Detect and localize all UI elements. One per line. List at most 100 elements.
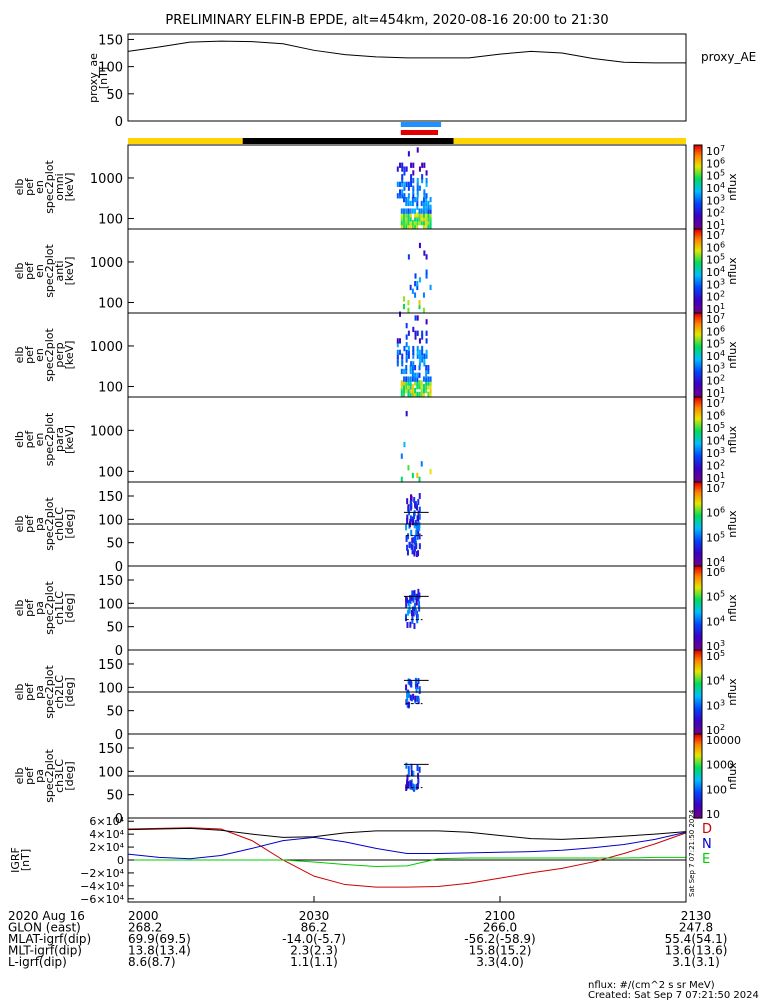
flux-pixel [417, 550, 420, 557]
flux-pixel [429, 204, 432, 210]
energy-colorbar-segment [694, 352, 702, 355]
pitch-angle-colorbar-segment [694, 524, 702, 526]
energy-colorbar-segment [694, 289, 702, 292]
pitch-angle-colorbar-segment [694, 605, 702, 608]
flux-pixel [407, 200, 410, 207]
flux-pixel [422, 208, 425, 214]
pitch-angle-colorbar-segment [694, 619, 702, 622]
pitch-angle-colorbar-segment [694, 815, 702, 818]
flux-pixel [416, 189, 419, 195]
flux-pixel [423, 189, 426, 195]
flux-pixel [400, 212, 403, 218]
flux-pixel [418, 476, 421, 482]
energy-colorbar-segment [694, 457, 702, 460]
flux-pixel [414, 330, 417, 336]
energy-colorbar-segment [694, 271, 702, 273]
pitch-angle-colorbar-segment [694, 722, 702, 725]
flux-pixel [405, 223, 408, 229]
energy-colorbar-segment [694, 328, 702, 331]
flux-pixel [418, 543, 421, 550]
energy-colorbar-segment [694, 191, 702, 194]
energy-colorbar-segment [694, 174, 702, 177]
flux-pixel [429, 219, 432, 226]
pitch-angle-colorbar-segment [694, 623, 702, 626]
pitch-angle-colorbar-segment [694, 773, 702, 776]
flux-pixel [416, 380, 419, 386]
pitch-angle-colorbar-segment [694, 658, 702, 661]
energy-colorbar-segment [694, 366, 702, 369]
pitch-angle-colorbar-label-group: nflux [726, 762, 739, 790]
energy-colorbar-segment [694, 405, 702, 408]
energy-colorbar-segment [694, 412, 702, 415]
flux-pixel [416, 315, 419, 321]
pitch-angle-colorbar-segment [694, 493, 702, 496]
flux-pixel [415, 525, 418, 532]
energy-colorbar-segment [694, 360, 702, 363]
flux-pixel [410, 609, 413, 616]
pitch-angle-colorbar-segment [694, 560, 702, 563]
flux-pixel [416, 472, 419, 479]
pitch-angle-colorbar-segment [694, 603, 702, 606]
pitch-angle-colorbar-segment [694, 613, 702, 616]
flux-pixel [396, 193, 399, 199]
energy-colorbar-segment [694, 334, 702, 336]
energy-colorbar-label-group: nflux [726, 425, 739, 453]
pitch-angle-colorbar-segment [694, 573, 702, 575]
flux-pixel [423, 162, 426, 168]
pitch-angle-colorbar-segment [694, 491, 702, 494]
pitch-angle-colorbar-segment [694, 652, 702, 655]
energy-colorbar-segment [694, 415, 702, 418]
x-axis-row-label: L-igrf(dip) [8, 955, 67, 969]
flux-pixel [414, 334, 417, 340]
energy-colorbar-segment [694, 371, 702, 374]
pitch-angle-ylabel-line: [deg] [63, 593, 76, 622]
flux-pixel [411, 537, 414, 544]
flux-pixel [411, 208, 414, 214]
energy-colorbar-tick: 103 [706, 361, 725, 375]
energy-colorbar-segment [694, 237, 702, 240]
x-axis-value: 8.6(8.7) [128, 955, 176, 969]
energy-ylabel-line: en [33, 180, 46, 194]
flux-pixel [418, 605, 421, 612]
pitch-angle-colorbar-segment [694, 776, 702, 778]
flux-pixel [429, 212, 432, 218]
flux-pixel [414, 380, 417, 386]
flux-pixel [414, 387, 417, 394]
pitch-angle-colorbar-segment [694, 743, 702, 746]
pitch-angle-colorbar-segment [694, 545, 702, 547]
flux-pixel [420, 380, 423, 386]
energy-colorbar-segment [694, 370, 702, 373]
flux-pixel [407, 691, 410, 698]
energy-tick-label: 100 [98, 296, 123, 311]
flux-pixel [411, 368, 414, 375]
flux-pixel [414, 223, 417, 229]
pitch-angle-colorbar-segment [694, 697, 702, 700]
pitch-angle-colorbar-segment [694, 584, 702, 587]
energy-colorbar-tick: 107 [706, 144, 725, 158]
flux-pixel [416, 147, 419, 153]
pitch-angle-colorbar-tick: 10000 [706, 734, 741, 747]
pitch-angle-colorbar-segment [694, 609, 702, 612]
flux-pixel [420, 216, 423, 222]
energy-tick-label: 1000 [90, 424, 123, 439]
flux-pixel [414, 502, 417, 509]
pitch-angle-colorbar-segment [694, 510, 702, 512]
flux-pixel [418, 766, 421, 773]
flux-pixel [403, 441, 406, 448]
energy-colorbar-segment [694, 220, 702, 223]
igrf-legend-E: E [702, 852, 710, 867]
energy-colorbar-segment [694, 202, 702, 205]
flux-pixel [417, 588, 420, 595]
flux-pixel [405, 216, 408, 222]
pitch-angle-colorbar-tick: 105 [706, 649, 725, 663]
flux-pixel [409, 223, 412, 229]
pitch-angle-colorbar-segment [694, 717, 702, 720]
energy-spectrogram-frame [127, 396, 687, 483]
pitch-angle-colorbar-segment [694, 759, 702, 762]
pitch-angle-colorbar-segment [694, 599, 702, 602]
pitch-angle-ylabel-line: ch2LC [53, 675, 66, 709]
pitch-angle-ylabel-line: pef [23, 514, 36, 533]
energy-colorbar-segment [694, 398, 702, 401]
pitch-angle-colorbar-segment [694, 615, 702, 617]
energy-colorbar-segment [694, 196, 702, 199]
